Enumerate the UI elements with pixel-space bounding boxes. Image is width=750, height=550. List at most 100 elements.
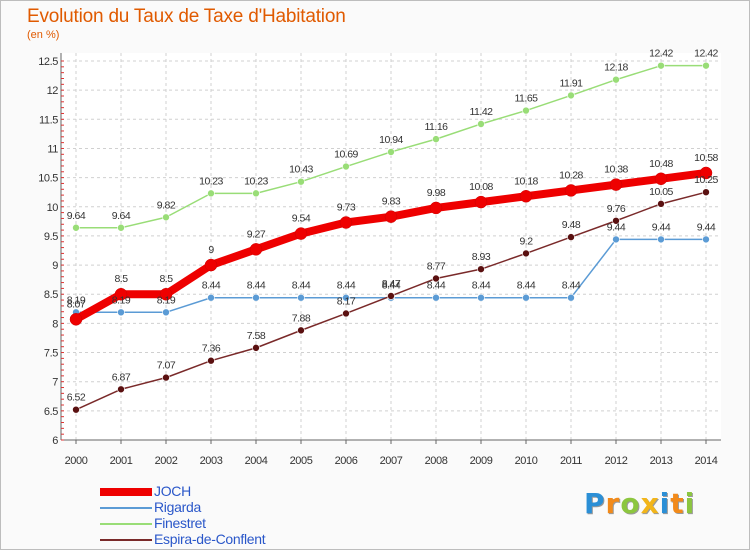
data-label: 7.58 <box>247 330 266 342</box>
logo-letter: o <box>620 487 641 520</box>
data-point <box>297 293 305 302</box>
data-label: 8.44 <box>202 280 221 292</box>
data-point <box>162 308 170 317</box>
logo-letter: t <box>670 487 685 520</box>
data-point <box>432 274 440 283</box>
data-point <box>207 293 215 302</box>
legend-swatch <box>100 539 152 541</box>
data-point <box>567 233 575 241</box>
y-tick-label: 11 <box>47 143 58 155</box>
data-label: 8.5 <box>114 273 128 285</box>
x-tick-label: 2009 <box>470 455 493 467</box>
y-tick-label: 12.5 <box>38 56 58 68</box>
data-point <box>159 287 173 301</box>
data-label: 8.44 <box>472 280 491 292</box>
data-label: 11.91 <box>560 77 584 89</box>
data-point <box>657 235 665 244</box>
x-tick-label: 2002 <box>155 455 178 467</box>
data-label: 8.77 <box>427 260 446 272</box>
x-tick-label: 2014 <box>695 455 718 467</box>
data-point <box>342 162 350 171</box>
data-label: 8.44 <box>562 280 581 292</box>
data-point <box>702 61 710 70</box>
data-point <box>69 313 83 326</box>
data-label: 8.5 <box>159 273 173 285</box>
data-point <box>609 178 623 191</box>
data-point <box>387 292 395 300</box>
data-point <box>519 190 533 203</box>
y-tick-label: 7.5 <box>44 348 58 360</box>
data-point <box>477 293 485 302</box>
data-label: 11.65 <box>515 93 539 105</box>
legend-swatch <box>100 488 152 496</box>
series-finestret <box>72 61 710 232</box>
y-tick-label: 11.5 <box>39 114 58 126</box>
data-point <box>522 249 530 258</box>
data-point <box>432 135 440 143</box>
data-point <box>117 308 125 317</box>
data-point <box>702 188 710 196</box>
data-label: 8.19 <box>157 294 176 306</box>
data-label: 9.27 <box>247 228 266 240</box>
legend-label: JOCH <box>154 483 191 499</box>
data-label: 10.23 <box>199 175 223 187</box>
x-tick-label: 2006 <box>335 455 358 467</box>
grid-lines <box>61 53 721 441</box>
data-label: 9.64 <box>67 210 86 222</box>
data-label: 9.76 <box>607 203 626 215</box>
data-point <box>207 189 215 198</box>
legend-swatch <box>100 507 152 509</box>
data-point <box>207 356 215 365</box>
data-label: 8.44 <box>382 280 401 292</box>
data-point <box>612 75 620 84</box>
data-label: 11.16 <box>425 121 449 133</box>
data-point <box>72 223 80 232</box>
data-label: 7.36 <box>202 343 221 355</box>
data-point <box>612 216 620 225</box>
chart-subtitle: (en %) <box>27 29 60 41</box>
data-label: 6.52 <box>67 392 86 404</box>
data-point <box>657 61 665 70</box>
data-label: 9 <box>208 244 214 256</box>
data-point <box>477 265 485 273</box>
series-layer <box>69 61 713 414</box>
data-point <box>657 200 665 208</box>
data-label: 8.44 <box>337 280 356 292</box>
data-label: 6.87 <box>112 371 131 383</box>
y-tick-label: 8 <box>52 318 58 330</box>
data-point <box>342 293 350 302</box>
x-tick-label: 2007 <box>380 455 403 467</box>
data-point <box>384 210 398 223</box>
data-point <box>252 189 260 198</box>
y-tick-label: 9.5 <box>44 231 58 243</box>
data-point <box>702 235 710 244</box>
data-label: 10.48 <box>649 158 673 170</box>
data-labels: 9.64 9.64 9.82 10.23 10.23 10.43 10.69 10.94 11.… <box>67 48 719 404</box>
legend-label: Espira-de-Conflent <box>154 531 266 547</box>
data-label: 9.82 <box>157 199 176 211</box>
data-point <box>564 184 578 197</box>
data-point <box>249 243 263 256</box>
data-point <box>162 213 170 222</box>
data-label: 9.44 <box>607 221 626 233</box>
x-tick-label: 2011 <box>560 455 582 467</box>
y-tick-label: 9 <box>52 260 58 272</box>
data-label: 9.54 <box>292 213 311 225</box>
logo-letter: r <box>605 487 621 520</box>
data-label: 9.83 <box>382 196 401 208</box>
data-label: 10.08 <box>469 181 493 193</box>
data-point <box>474 195 488 209</box>
y-tick-label: 8.5 <box>44 289 58 301</box>
y-tick-label: 10.5 <box>38 173 58 185</box>
data-point <box>567 293 575 302</box>
logo-letter: x <box>640 487 660 520</box>
data-label: 10.25 <box>694 174 718 186</box>
series-espira-de-conflent <box>72 188 710 414</box>
x-tick-label: 2013 <box>650 455 673 467</box>
logo-letter: i <box>684 487 696 520</box>
data-label: 10.38 <box>604 164 628 176</box>
data-point <box>114 287 128 301</box>
data-point <box>162 373 170 382</box>
